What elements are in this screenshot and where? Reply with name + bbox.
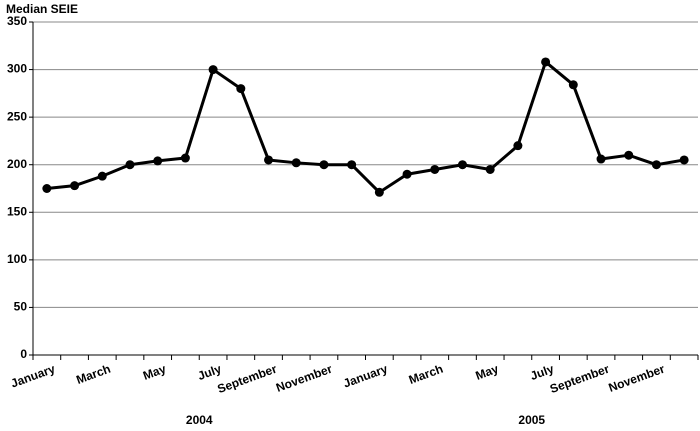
x-tick-label: May [141,362,168,383]
data-point [180,153,190,163]
data-point [264,155,274,165]
x-tick-label: January [9,362,57,391]
data-point [457,160,467,170]
data-point [568,80,578,90]
y-tick-label: 300 [7,62,27,76]
y-axis-label: Median SEIE [6,2,78,16]
data-point [374,187,384,197]
x-tick-label: November [274,362,334,395]
data-point [402,169,412,179]
y-tick-label: 100 [7,252,27,266]
x-tick-label: September [216,362,279,396]
y-tick-label: 150 [7,204,27,218]
data-point [236,84,246,94]
data-point [70,181,80,191]
data-point [596,154,606,164]
x-group-label: 2005 [518,413,545,427]
x-tick-label: January [341,362,389,391]
x-tick-label: July [196,362,224,383]
x-tick-label: May [474,362,501,383]
y-tick-label: 50 [14,300,28,314]
x-tick-label: March [407,362,445,387]
x-tick-label: March [74,362,112,387]
data-point [651,160,661,170]
data-point [513,141,523,151]
data-point [485,164,495,174]
y-tick-label: 200 [7,157,27,171]
x-group-label: 2004 [186,413,213,427]
data-point [624,150,634,160]
x-tick-label: November [607,362,667,395]
data-line [46,60,685,194]
data-point [125,160,135,170]
y-tick-label: 350 [7,14,27,28]
x-tick-label: July [528,362,556,383]
data-point [291,158,301,168]
y-tick-label: 250 [7,109,27,123]
data-point [208,65,218,75]
data-point [430,164,440,174]
data-point [42,184,52,193]
data-point [97,171,107,181]
data-point [347,160,357,170]
data-point [541,57,551,67]
data-point [153,156,163,166]
x-tick-label: September [548,362,611,396]
data-point [679,155,689,165]
data-point [319,160,329,170]
y-tick-label: 0 [20,347,27,361]
